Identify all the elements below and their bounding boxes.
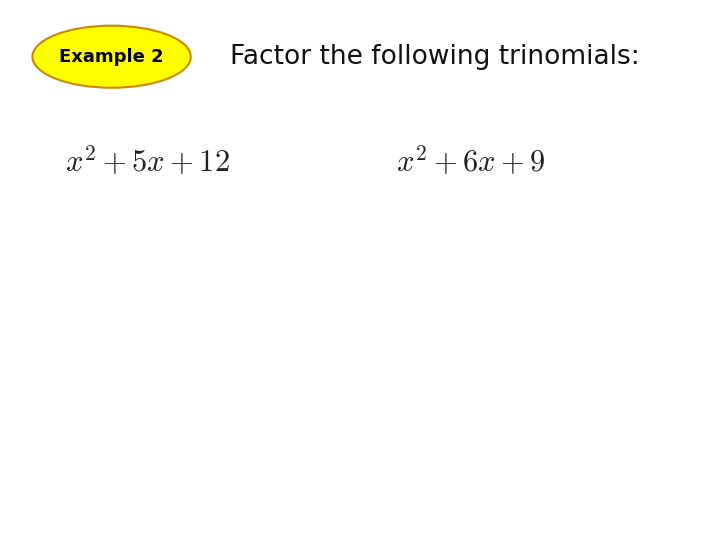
Text: $x^2 + 6x + 9$: $x^2 + 6x + 9$	[396, 145, 546, 179]
Ellipse shape	[32, 25, 191, 87]
Text: Factor the following trinomials:: Factor the following trinomials:	[230, 44, 640, 70]
Text: $x^2 + 5x + 12$: $x^2 + 5x + 12$	[65, 145, 230, 179]
Text: Example 2: Example 2	[59, 48, 164, 66]
